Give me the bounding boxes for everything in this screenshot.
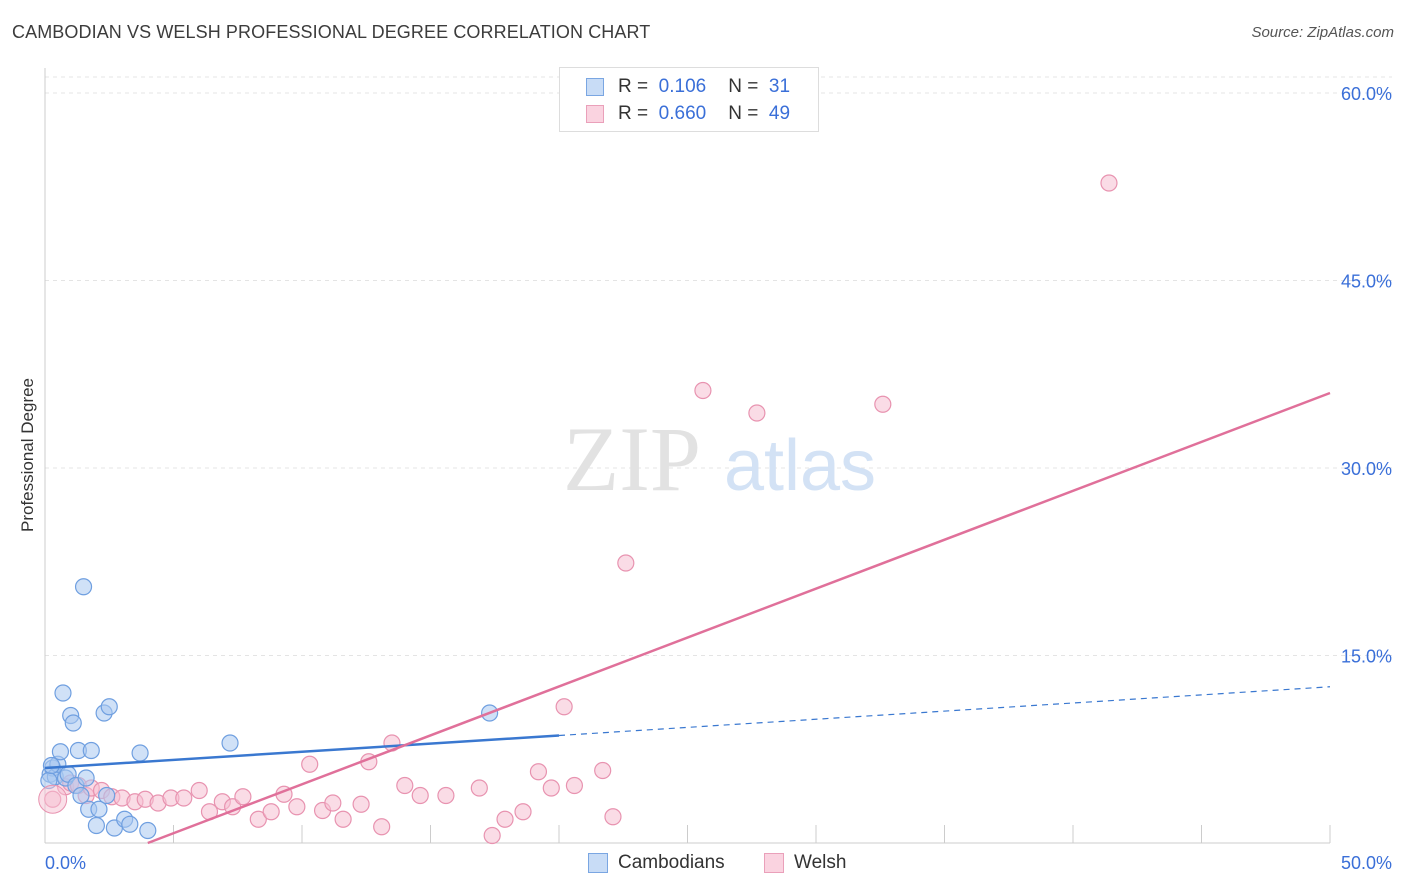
cambodian-point [64, 714, 82, 732]
n-label: N = [728, 103, 759, 124]
welsh-point [1100, 174, 1118, 192]
cambodian-point [87, 816, 106, 835]
chart-source: Source: ZipAtlas.com [1251, 24, 1394, 41]
welsh-point [249, 810, 267, 828]
r-label: R = [618, 76, 649, 97]
welsh-point [324, 794, 342, 812]
welsh-point [288, 798, 306, 816]
chart-title: CAMBODIAN VS WELSH PROFESSIONAL DEGREE C… [12, 22, 651, 42]
welsh-point [373, 818, 391, 836]
cambodian-point [131, 744, 149, 762]
cambodian-point [221, 734, 239, 752]
welsh-point [411, 786, 429, 805]
grid-lines [45, 76, 1392, 656]
x-tick-label: 0.0% [45, 853, 86, 873]
cambodian-point [100, 698, 118, 716]
trend-lines [44, 391, 1331, 845]
cambodian-point [51, 743, 70, 761]
welsh-point [555, 698, 573, 716]
welsh-point [190, 781, 208, 800]
cambodian-point [90, 800, 108, 818]
welsh-point [694, 381, 712, 400]
welsh-legend-swatch [764, 853, 784, 873]
cambodian-trend-line [44, 734, 560, 770]
x-tick-label: 50.0% [1341, 853, 1392, 873]
welsh-point [542, 779, 560, 797]
legend-row-cambodians: R = 0.106 N = 31 [586, 76, 790, 98]
data-points [38, 174, 1118, 845]
welsh-point [748, 404, 766, 422]
welsh-point [604, 808, 622, 826]
welsh-point [334, 810, 352, 828]
cambodian-point [139, 821, 157, 840]
welsh-point [352, 795, 370, 813]
welsh-point [470, 779, 488, 797]
cambodian-point [54, 684, 72, 702]
bottom-legend-cambodians: Cambodians [588, 852, 725, 874]
axes [44, 68, 1331, 844]
welsh-point [437, 786, 455, 805]
y-tick-label: 45.0% [1341, 272, 1392, 292]
tick-labels: 15.0% 30.0% 45.0% 60.0% 0.0% 50.0% [45, 84, 1392, 873]
y-tick-label: 15.0% [1341, 647, 1392, 667]
welsh-point [594, 761, 612, 780]
cambodians-legend-swatch [588, 853, 608, 873]
r-value: 0.660 [658, 103, 707, 124]
welsh-point [301, 755, 319, 773]
welsh-point [617, 554, 635, 572]
cambodians-legend-label: Cambodians [618, 852, 725, 873]
watermark-atlas: atlas [724, 426, 876, 506]
y-tick-label: 60.0% [1341, 84, 1392, 104]
cambodian-point [98, 786, 116, 805]
cambodian-point [72, 786, 90, 805]
welsh-point-cluster [38, 784, 68, 814]
welsh-point [396, 776, 414, 795]
cambodian-point [74, 578, 93, 596]
welsh-trend-line [147, 391, 1331, 845]
welsh-point [175, 789, 193, 807]
welsh-point [262, 803, 280, 821]
stats-legend: R = 0.106 N = 31 R = 0.660 N = 49 [559, 67, 819, 132]
cambodian-point [121, 815, 139, 833]
welsh-point [565, 776, 584, 795]
cambodian-point [77, 769, 95, 787]
welsh-legend-label: Welsh [794, 852, 847, 873]
welsh-point [234, 788, 252, 806]
cambodian-point [82, 741, 100, 760]
n-value: 31 [768, 76, 791, 97]
cambodian-trend-extension [558, 686, 1331, 737]
welsh-point [514, 803, 532, 821]
r-value: 0.106 [658, 76, 707, 97]
n-value: 49 [768, 103, 791, 124]
watermark-zip: ZIP [563, 408, 701, 510]
welsh-swatch [586, 105, 604, 123]
watermark: ZIP atlas [563, 408, 876, 510]
welsh-point [496, 810, 514, 828]
y-tick-label: 30.0% [1341, 459, 1392, 479]
welsh-point [529, 763, 548, 781]
welsh-point [874, 395, 892, 413]
r-label: R = [618, 103, 649, 124]
bottom-legend-welsh: Welsh [764, 852, 846, 874]
legend-row-welsh: R = 0.660 N = 49 [586, 103, 790, 125]
welsh-point [483, 826, 501, 845]
cambodians-swatch [586, 78, 604, 96]
cambodian-point [42, 756, 61, 775]
n-label: N = [728, 76, 759, 97]
